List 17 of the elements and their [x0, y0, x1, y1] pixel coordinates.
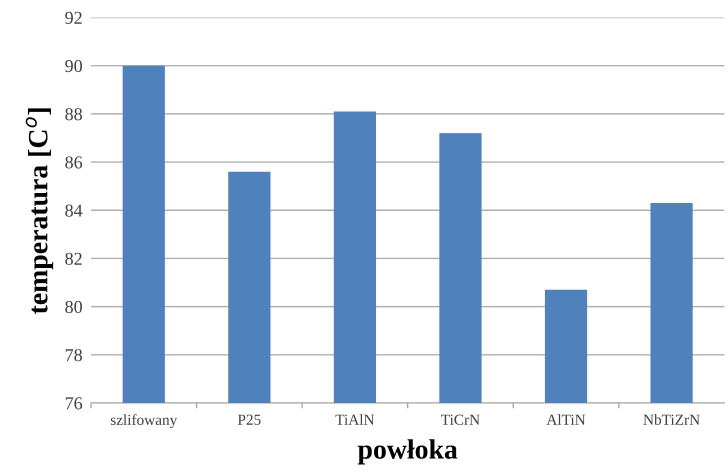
y-tick-label: 88 [65, 108, 82, 120]
x-tick-label: NbTiZrN [643, 414, 700, 425]
y-tick-label: 76 [66, 397, 82, 410]
y-tick-label: 78 [66, 349, 82, 362]
y-tick-label: 80 [65, 300, 82, 314]
x-tick-label: TiAlN [336, 414, 374, 425]
y-tick-label: 84 [65, 204, 82, 217]
y-axis-title: temperatura [C$^{o}$] [26, 108, 54, 314]
y-tick-label: 90 [65, 60, 82, 72]
y-tick-label: 82 [65, 252, 82, 265]
x-tick-label: TiCrN [441, 414, 480, 425]
y-tick-label: 92 [65, 12, 82, 24]
x-tick-label: szlifowany [110, 414, 178, 428]
x-axis-title: powłoka [358, 439, 458, 464]
x-tick-label: AlTiN [546, 414, 586, 425]
y-tick-label: 86 [65, 156, 82, 169]
x-tick-label: P25 [238, 414, 261, 425]
